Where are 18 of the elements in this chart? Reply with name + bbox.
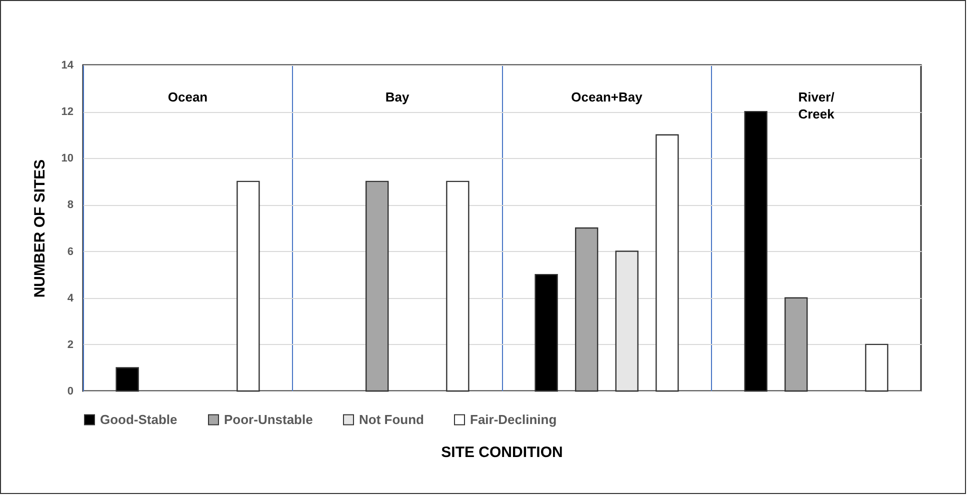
y-tick-label: 6 [67, 246, 74, 258]
legend-label: Poor-Unstable [224, 412, 313, 427]
legend-label: Fair-Declining [470, 412, 557, 427]
y-tick-label: 12 [61, 106, 74, 118]
y-tick-label: 0 [67, 386, 74, 398]
legend-label: Good-Stable [100, 412, 178, 427]
x-tick-label: Ocean+Bay [571, 90, 644, 104]
x-tick-label: Ocean [168, 90, 208, 104]
x-tick-label: River/ Creek [798, 90, 836, 122]
y-axis-title: NUMBER OF SITES [31, 159, 48, 298]
x-tick-label: Bay [385, 90, 410, 104]
y-tick-label: 2 [67, 338, 74, 351]
y-tick-label: 8 [67, 199, 74, 212]
y-tick-label: 4 [67, 292, 74, 304]
x-axis-title: SITE CONDITION [441, 444, 563, 461]
legend-label: Not Found [359, 412, 424, 427]
y-tick-label: 14 [61, 60, 74, 72]
y-tick-label: 10 [61, 152, 74, 165]
